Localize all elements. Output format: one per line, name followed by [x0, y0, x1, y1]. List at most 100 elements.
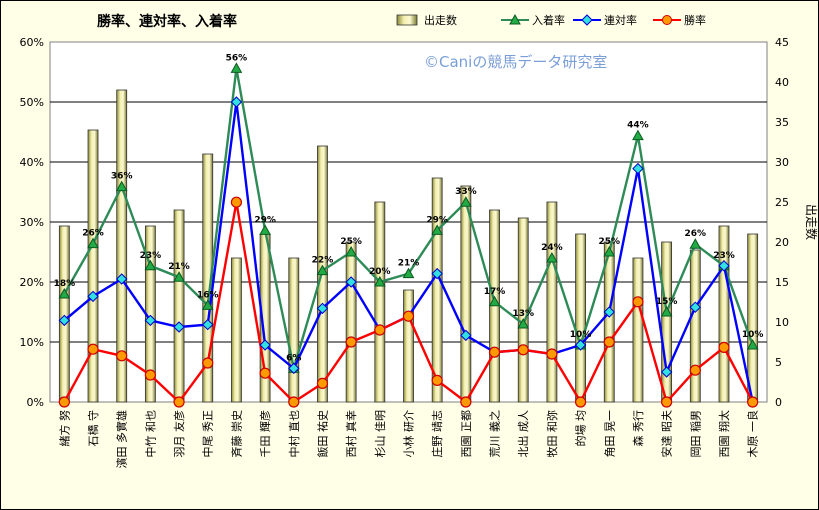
marker-circle: [402, 310, 415, 322]
marker-triangle: [488, 295, 501, 307]
marker-diamond: [345, 276, 357, 288]
category-label: 小林 研介: [402, 410, 416, 458]
data-label: 13%: [512, 309, 534, 319]
data-label: 16%: [197, 290, 219, 300]
data-label: 25%: [598, 237, 620, 247]
category-label: 木原 一良: [746, 410, 760, 458]
bar: [403, 289, 414, 403]
category-label: 北出 成人: [516, 410, 530, 458]
bar: [374, 201, 386, 403]
watermark: ©Caniの競馬データ研究室: [424, 53, 607, 71]
right-tick-label: 40: [775, 76, 789, 89]
left-tick-label: 10%: [20, 336, 44, 349]
bar: [689, 249, 701, 403]
marker-circle: [661, 396, 673, 408]
category-label: 中村 直也: [287, 410, 301, 458]
category-label: 角田 晃一: [603, 410, 616, 458]
category-label: 杉山 佳明: [373, 410, 387, 458]
data-label: 23%: [140, 251, 162, 261]
left-tick-label: 20%: [20, 276, 44, 289]
marker-circle: [374, 324, 386, 336]
right-tick-label: 15: [775, 276, 789, 289]
marker-triangle: [460, 196, 472, 207]
marker-circle: [574, 396, 587, 408]
marker-circle: [202, 357, 214, 369]
marker-triangle: [373, 275, 386, 287]
category-label: 的場 均: [574, 410, 588, 447]
y2-axis-label: 出走数: [804, 204, 819, 240]
marker-diamond: [718, 260, 730, 272]
data-label: 15%: [656, 297, 678, 307]
bar: [632, 257, 644, 403]
bar: [116, 89, 128, 403]
data-label: 24%: [541, 243, 563, 253]
data-label: 22%: [312, 256, 334, 266]
data-label: 23%: [713, 251, 735, 261]
marker-diamond: [173, 321, 185, 333]
left-tick-label: 0%: [27, 396, 44, 409]
legend-marker: [581, 14, 593, 26]
bar: [87, 129, 99, 403]
marker-diamond: [288, 362, 300, 375]
category-label: 飯田 祐史: [315, 410, 329, 458]
marker-circle: [144, 369, 156, 381]
category-label: 森 秀行: [631, 410, 645, 447]
axes: 0% 10% 20% 30% 40% 50% 60% 0 5 10 15 20 25 30 35 40 45 緒方…: [20, 36, 789, 469]
category-label: 西園 翔太: [717, 410, 731, 458]
marker-circle: [718, 341, 730, 353]
marker-diamond: [115, 273, 128, 285]
marker-circle: [747, 396, 759, 408]
legend-swatch: [396, 14, 418, 26]
marker-triangle: [402, 267, 415, 279]
marker-triangle: [517, 317, 530, 329]
marker-diamond: [431, 267, 443, 280]
marker-circle: [87, 343, 99, 355]
category-label: 斉藤 崇史: [229, 410, 243, 458]
data-label: 21%: [168, 262, 190, 272]
data-label: 17%: [484, 287, 506, 297]
chart-title: 勝率、連対率、入着率: [97, 13, 237, 30]
left-tick-label: 30%: [20, 216, 44, 229]
marker-circle: [316, 377, 329, 389]
marker-diamond: [689, 301, 702, 313]
data-label: 26%: [685, 229, 707, 239]
category-label: 羽月 友彦: [172, 410, 186, 458]
bar: [747, 233, 759, 403]
marker-diamond: [230, 96, 243, 108]
marker-triangle: [144, 259, 157, 271]
category-label: 中尾 秀正: [202, 410, 215, 458]
left-tick-label: 60%: [20, 36, 44, 49]
data-label: 21%: [398, 259, 420, 269]
lines: 18% 26% 36% 23% 21% 16% 56% 29% 6% 22% 25% 20% 21% 29…: [54, 53, 763, 408]
marker-triangle: [660, 305, 673, 317]
category-label: 西村 真幸: [344, 410, 358, 458]
right-tick-label: 10: [775, 316, 789, 329]
category-label: 庄野 靖志: [430, 410, 444, 458]
marker-circle: [546, 348, 558, 360]
category-label: 石橋 守: [86, 410, 100, 447]
marker-circle: [230, 196, 243, 208]
right-tick-label: 0: [775, 396, 782, 409]
marker-triangle: [87, 237, 99, 249]
bar: [173, 209, 185, 403]
marker-triangle: [259, 224, 271, 235]
bar: [661, 241, 673, 403]
marker-circle: [288, 396, 300, 408]
category-label: 西園 正都: [460, 410, 473, 458]
marker-circle: [173, 396, 185, 408]
marker-triangle: [689, 238, 702, 249]
marker-triangle: [345, 245, 357, 257]
marker-diamond: [202, 318, 214, 331]
data-label: 26%: [82, 229, 104, 239]
grid: [50, 101, 767, 343]
marker-triangle: [316, 264, 329, 276]
bar: [603, 241, 615, 403]
marker-diamond: [460, 329, 472, 342]
marker-triangle: [746, 338, 759, 350]
right-tick-label: 30: [775, 156, 789, 169]
marker-diamond: [144, 314, 157, 327]
marker-triangle: [115, 180, 128, 192]
category-label: 濱田 多實雄: [115, 410, 129, 469]
right-tick-label: 5: [775, 356, 782, 369]
marker-circle: [345, 336, 357, 348]
